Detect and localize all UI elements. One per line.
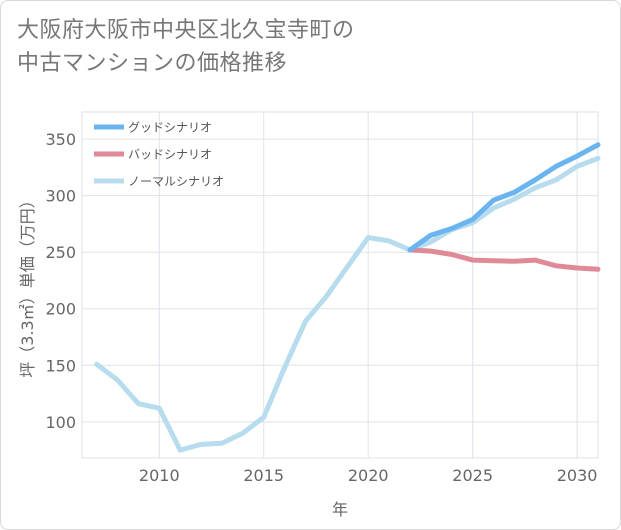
chart-title: 大阪府大阪市中央区北久宝寺町の 中古マンションの価格推移 [17,14,607,80]
y-tick-label: 350 [45,130,76,149]
x-tick-label: 2030 [557,466,598,485]
chart-title-line-1: 大阪府大阪市中央区北久宝寺町の [17,18,355,43]
grid-lines [81,111,599,459]
y-tick-label: 250 [45,243,76,262]
series-lines [94,142,601,453]
y-tick-label: 150 [45,356,76,375]
y-axis-label: 坪（3.3㎡）単価（万円） [18,192,37,377]
chart-title-line-2: 中古マンションの価格推移 [17,51,288,76]
x-tick-label: 2010 [139,466,180,485]
series-line-0 [407,142,601,253]
y-tick-label: 100 [45,413,76,432]
y-tick-label: 200 [45,300,76,319]
series-line-1 [407,247,601,272]
x-tick-label: 2015 [243,466,284,485]
plot-frame [81,111,599,459]
series-line-2 [94,155,601,453]
x-tick-label: 2025 [452,466,493,485]
legend-label: グッドシナリオ [128,121,212,135]
x-tick-label: 2020 [348,466,389,485]
legend-label: ノーマルシナリオ [128,175,224,189]
y-tick-label: 300 [45,187,76,206]
axis-labels: 年 坪（3.3㎡）単価（万円） [18,192,348,519]
legend-label: バッドシナリオ [128,148,212,162]
axes: 2010 2015 2020 2025 2030 100 150 200 250 300 350 [45,130,597,485]
x-axis-label: 年 [332,500,348,519]
